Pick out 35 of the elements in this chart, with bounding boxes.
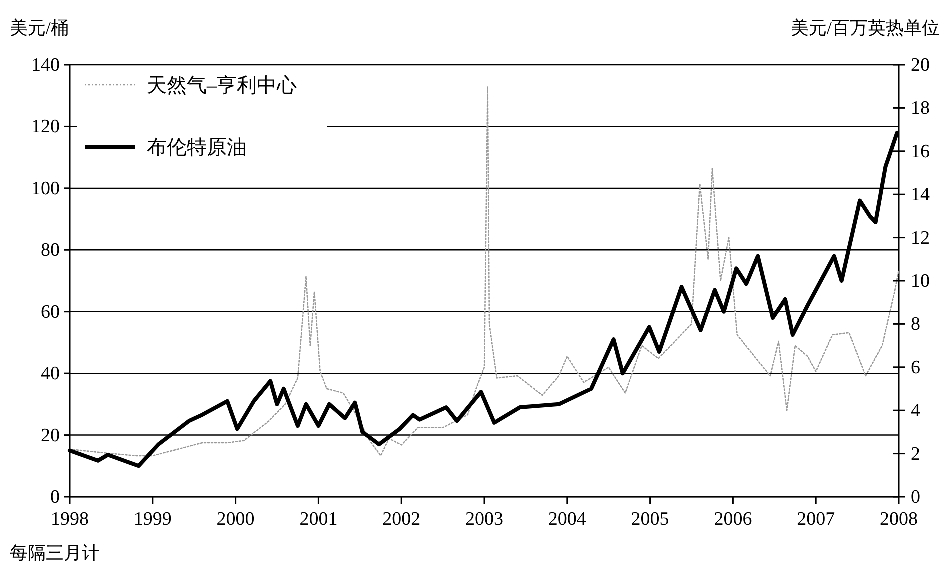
x-tick-label: 1999 [134, 509, 172, 530]
y-tick-label: 100 [32, 178, 60, 200]
y2-tick-label: 14 [911, 184, 930, 206]
y2-tick-label: 18 [911, 98, 930, 120]
y2-tick-label: 4 [911, 400, 921, 422]
x-tick-label: 2003 [466, 509, 504, 530]
y-axis-title: 美元/桶 [10, 18, 70, 38]
legend-label: 布伦特原油 [147, 137, 247, 159]
y2-tick-label: 6 [911, 357, 920, 378]
y-tick-label: 40 [41, 364, 60, 385]
y2-tick-label: 20 [911, 55, 930, 76]
x-tick-label: 1998 [51, 509, 89, 530]
x-tick-label: 2007 [797, 509, 836, 530]
y2-tick-label: 12 [911, 228, 930, 249]
y2-tick-label: 8 [911, 314, 920, 336]
y-tick-label: 20 [41, 425, 60, 446]
y-tick-label: 80 [41, 240, 60, 262]
y2-tick-label: 2 [911, 444, 920, 465]
x-tick-label: 2006 [714, 509, 752, 530]
y-tick-label: 0 [50, 487, 60, 508]
x-tick-label: 2005 [631, 509, 670, 530]
y-tick-label: 140 [32, 55, 60, 76]
y2-axis-title: 美元/百万英热单位 [790, 18, 940, 38]
x-tick-label: 2000 [216, 509, 255, 530]
x-tick-label: 2002 [382, 509, 421, 530]
y2-tick-label: 10 [911, 271, 930, 292]
x-tick-label: 2001 [300, 509, 338, 530]
x-axis-title: 每隔三月计 [10, 543, 100, 563]
y-tick-label: 120 [32, 116, 60, 138]
y-tick-label: 60 [41, 302, 60, 323]
x-tick-label: 2008 [880, 509, 918, 530]
x-tick-label: 2004 [548, 509, 587, 530]
y2-tick-label: 16 [911, 141, 930, 162]
y2-tick-label: 0 [911, 487, 920, 508]
legend-label: 天然气–亨利中心 [147, 75, 297, 97]
